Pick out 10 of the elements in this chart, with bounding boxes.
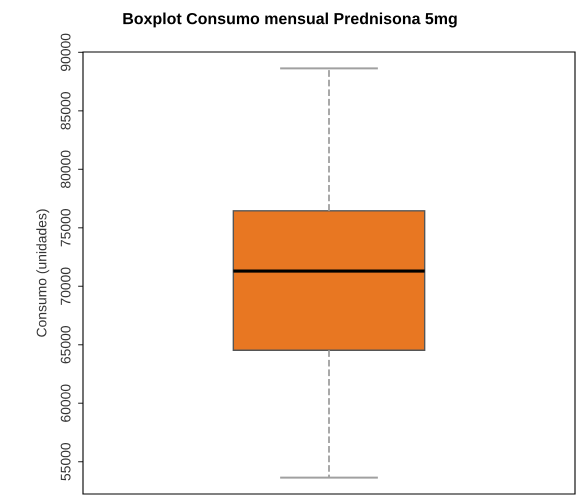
y-tick-label: 60000 xyxy=(60,384,71,422)
y-tick-label: 80000 xyxy=(60,150,71,188)
chart-title: Boxplot Consumo mensual Prednisona 5mg xyxy=(123,12,457,28)
y-tick-label: 85000 xyxy=(60,92,71,130)
y-axis-title: Consumo (unidades) xyxy=(36,209,50,337)
y-tick-label: 90000 xyxy=(60,34,71,72)
y-tick-label: 70000 xyxy=(60,268,71,305)
y-tick-label: 75000 xyxy=(60,209,71,246)
y-tick-label: 55000 xyxy=(60,442,71,480)
y-tick-label: 65000 xyxy=(60,326,71,364)
